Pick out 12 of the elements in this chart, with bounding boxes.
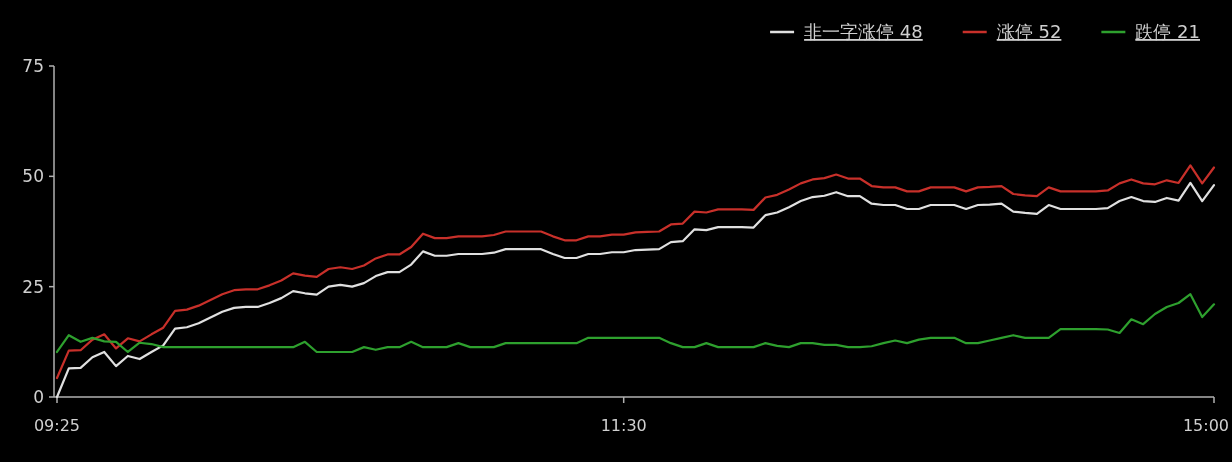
legend-label: 跌停 21: [1135, 21, 1200, 42]
y-tick-label: 75: [22, 56, 44, 76]
line-series: [55, 293, 1216, 354]
y-tick-label: 0: [33, 387, 44, 407]
x-tick-label: 11:30: [600, 416, 647, 435]
y-tick-label: 50: [22, 166, 44, 187]
y-tick-label: 25: [22, 276, 44, 297]
legend-label: 非一字涨停 48: [804, 21, 923, 42]
line-series: [55, 164, 1216, 380]
x-tick-label: 15:00: [1182, 416, 1229, 435]
x-tick-label: 09:25: [33, 416, 81, 435]
legend-label: 涨停 52: [996, 21, 1062, 42]
